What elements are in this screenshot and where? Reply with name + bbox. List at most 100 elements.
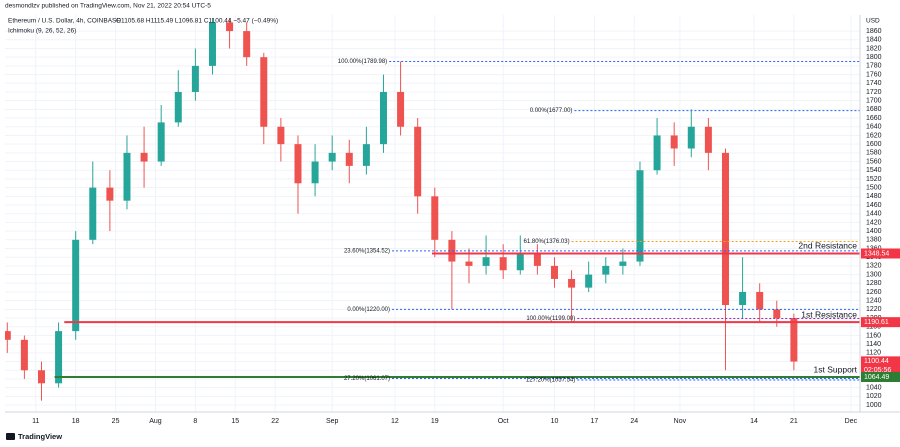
x-tick-label: 21	[790, 418, 798, 425]
y-tick-label: 1740	[866, 80, 882, 87]
candle-body	[328, 152, 336, 162]
brand-logo	[6, 433, 15, 440]
y-tick-label: 1780	[866, 63, 882, 70]
x-tick-label: 14	[750, 418, 758, 425]
candle-body	[294, 144, 302, 184]
y-tick-label: 1820	[866, 45, 882, 52]
candle-body	[687, 126, 695, 149]
y-tick-label: 1660	[866, 115, 882, 122]
y-tick-label: 1400	[866, 228, 882, 235]
y-tick-label: 1120	[866, 350, 881, 357]
y-tick-label: 1380	[866, 237, 882, 244]
fib-label: 100.00%(1199.00)	[526, 316, 575, 322]
candle-body	[790, 318, 798, 362]
candle-body	[721, 152, 729, 306]
x-tick-label: Aug	[149, 418, 162, 425]
x-tick-label: 24	[630, 418, 638, 425]
candle-body	[345, 152, 353, 166]
price-tag-label: 1190.61	[864, 319, 889, 326]
candle-body	[226, 22, 234, 32]
y-tick-label: 1420	[866, 219, 882, 226]
indicator: Ichimoku (9, 26, 52, 26)	[8, 28, 76, 35]
x-tick-label: 8	[193, 418, 197, 425]
candle-body	[379, 91, 387, 145]
price-tag	[861, 372, 900, 383]
candle-body	[277, 126, 285, 145]
y-tick-label: 1860	[866, 28, 882, 35]
x-tick-label: Oct	[498, 418, 509, 425]
candle-body	[20, 339, 28, 371]
symbol-title: Ethereum / U.S. Dollar, 4h, COINBASE	[8, 18, 121, 25]
y-tick-label: 1760	[866, 71, 882, 78]
fib-label: 61.80%(1376.03)	[524, 239, 570, 245]
x-tick-label: 17	[590, 418, 598, 425]
y-tick-label: 1020	[866, 393, 882, 400]
candle-body	[619, 261, 627, 266]
price-tag-label: 1064.49	[864, 374, 889, 381]
y-tick-label: 1680	[866, 106, 882, 113]
y-tick-label: 1720	[866, 89, 882, 96]
y-tick-label: 1580	[866, 150, 882, 157]
price-tag	[861, 317, 900, 328]
level-label: 2nd Resistance	[798, 241, 857, 251]
price-tag	[861, 248, 900, 259]
y-tick-label: 1520	[866, 176, 882, 183]
y-tick-label: 1500	[866, 184, 882, 191]
candle-body	[123, 152, 131, 201]
candle-body	[37, 370, 45, 384]
candle-body	[550, 265, 558, 279]
candle-body	[72, 239, 80, 332]
level-label: 1st Resistance	[801, 309, 857, 319]
candle-body	[448, 239, 456, 262]
x-tick-label: Sep	[326, 418, 339, 425]
fib-label: 0.00%(1220.00)	[347, 307, 390, 313]
x-tick-label: 22	[271, 418, 279, 425]
x-tick-label: 11	[32, 418, 39, 425]
x-tick-label: 19	[431, 418, 439, 425]
price-tag	[861, 356, 900, 377]
price-tag-label: 1348.54	[864, 250, 889, 257]
author-line: desmondlzv published on TradingView.com,…	[5, 3, 211, 10]
y-tick-label: 1300	[866, 271, 882, 278]
candle-body	[243, 31, 251, 58]
candle-body	[55, 331, 63, 384]
y-tick-label: 1640	[866, 124, 882, 131]
candle-body	[533, 252, 541, 266]
candle-body	[5, 331, 11, 340]
fib-label: 0.00%(1677.00)	[530, 108, 573, 114]
brand: TradingView	[18, 432, 62, 441]
y-tick-label: 1560	[866, 158, 882, 165]
fib-label: 127.20%(1057.54)	[526, 378, 575, 384]
y-tick-label: 1140	[866, 341, 881, 348]
y-tick-label: 1840	[866, 37, 882, 44]
plot	[5, 18, 860, 401]
y-tick-label: 1160	[866, 332, 881, 339]
candle-body	[260, 57, 268, 127]
level-label: 1st Support	[814, 364, 858, 374]
candle-body	[653, 135, 661, 171]
y-tick-label: 1480	[866, 193, 882, 200]
candle-body	[756, 291, 764, 310]
candle-body	[602, 265, 610, 275]
candle-body	[106, 187, 114, 201]
x-tick-label: 12	[391, 418, 399, 425]
x-tick-label: 10	[551, 418, 559, 425]
candle-body	[311, 161, 319, 184]
candle-body	[516, 252, 524, 271]
y-tick-label: 1460	[866, 202, 882, 209]
y-tick-label: 1700	[866, 98, 882, 105]
candle-body	[585, 274, 593, 288]
countdown: 02:05:56	[864, 367, 891, 374]
candle-body	[362, 144, 370, 166]
x-tick-label: 15	[231, 418, 239, 425]
candle-body	[568, 278, 576, 288]
x-tick-label: Dec	[845, 418, 858, 425]
candle-body	[431, 196, 439, 240]
candle-body	[465, 261, 473, 266]
y-tick-label: 1600	[866, 141, 882, 148]
y-unit: USD	[866, 18, 880, 25]
candle-body	[499, 257, 507, 271]
candle-body	[397, 91, 405, 127]
